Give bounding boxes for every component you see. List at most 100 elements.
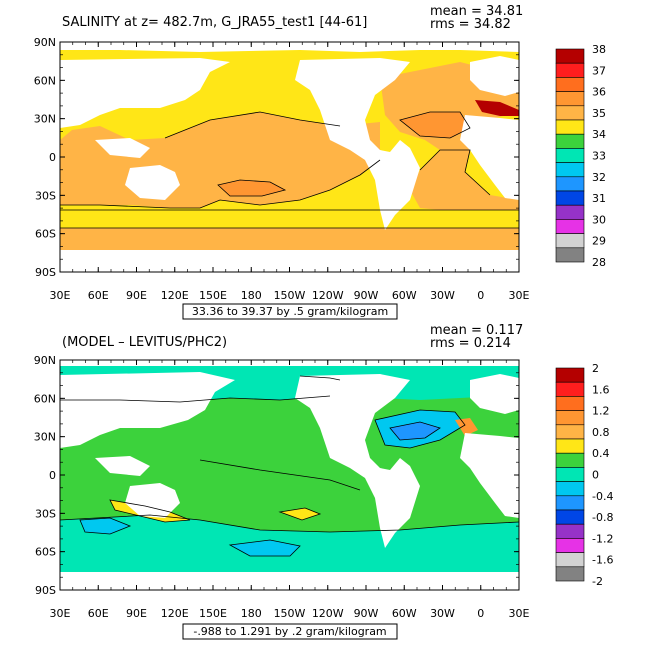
colorbar-swatch (555, 119, 585, 135)
land-africa (460, 115, 519, 200)
lon-label: 90E (126, 289, 147, 302)
panel1-title: SALINITY at z= 482.7m, G_JRA55_test1 [44… (62, 15, 367, 30)
land-maritime (95, 456, 150, 476)
colorbar-swatch (555, 148, 585, 163)
contour-line (60, 159, 381, 209)
colorbar-label: 32 (592, 171, 606, 184)
land-americas (295, 374, 420, 548)
colorbar-label: -0.8 (592, 511, 613, 524)
colorbar-swatch (555, 424, 585, 440)
lon-label: 30W (430, 607, 455, 620)
lon-label: 120W (312, 289, 344, 302)
lon-label: 30W (430, 289, 455, 302)
region-south-pacific-36 (218, 180, 285, 196)
colorbar-label: 36 (592, 86, 606, 99)
lon-label: 90W (354, 289, 379, 302)
lon-label: 150W (274, 607, 306, 620)
colorbar-swatch (555, 467, 585, 482)
land-africa (460, 433, 519, 518)
colorbar-swatch (555, 62, 585, 78)
colorbar-swatch (555, 538, 585, 553)
contour-line (60, 395, 331, 403)
colorbar-swatch (555, 452, 585, 468)
land-europe (470, 56, 519, 96)
colorbar-swatch (555, 162, 585, 178)
contour-line (389, 421, 441, 441)
colorbar-swatch (555, 509, 585, 525)
lon-label: 60W (392, 607, 417, 620)
colorbar-swatch (555, 396, 585, 411)
colorbar-swatch (555, 133, 585, 149)
panel2-range-box (182, 623, 398, 640)
lon-label: 180 (241, 289, 262, 302)
colorbar-swatch (555, 481, 585, 497)
contour-line (228, 539, 301, 557)
colorbar-swatch (555, 367, 585, 383)
panel2-range: -.988 to 1.291 by .2 gram/kilogram (193, 625, 386, 638)
panel2-mean: mean = 0.117 (430, 323, 523, 338)
lon-label: 60E (88, 607, 109, 620)
panel-difference: (MODEL – LEVITUS/PHC2) mean = 0.117 rms … (34, 323, 613, 640)
contour-line (109, 499, 191, 523)
contour-line (60, 514, 519, 533)
lon-label: 120W (312, 607, 344, 620)
colorbar-swatch (555, 176, 585, 192)
colorbar-swatch (555, 91, 585, 107)
colorbar-label: 2 (592, 362, 599, 375)
colorbar-label: -2 (592, 575, 603, 588)
lat-label: 30S (35, 189, 56, 202)
region-south-indian (80, 518, 130, 534)
panel1-axes: 90N 60N 30N 0 30S 60S 90S 30E 60E 90E 120E 150E 180 1… (34, 36, 530, 302)
lat-label: 90S (35, 584, 56, 597)
colorbar-swatch (555, 438, 585, 454)
region-south-pacific-low (230, 540, 300, 556)
panel2-colorbar: 2 1.6 1.2 0.8 0.4 0 -0.4 -0.8 -1.2 -1.6 -2 (555, 362, 613, 588)
lon-label: 150W (274, 289, 306, 302)
contours (60, 375, 519, 557)
lat-label: 60N (34, 392, 56, 405)
lon-label: 150E (199, 607, 227, 620)
lon-label: 60W (392, 289, 417, 302)
land-antarctica (60, 250, 519, 272)
contour-line (299, 375, 341, 381)
contours (60, 111, 519, 229)
colorbar-swatch (555, 381, 585, 397)
colorbar-label: 30 (592, 213, 606, 226)
panel2-rms: rms = 0.214 (430, 336, 511, 351)
colorbar-swatch (555, 233, 585, 249)
colorbar-label: 38 (592, 43, 606, 56)
colorbar-label: 0 (592, 469, 599, 482)
colorbar-label: 28 (592, 256, 606, 269)
colorbar-label: 31 (592, 192, 606, 205)
panel1-map (60, 42, 519, 272)
colorbar-label: 1.2 (592, 405, 610, 418)
contour-line (419, 149, 491, 196)
contour-line (79, 517, 132, 535)
colorbar-label: -1.2 (592, 532, 613, 545)
colorbar-label: 34 (592, 128, 606, 141)
colorbar-label: 0.4 (592, 447, 610, 460)
colorbar-label: 37 (592, 64, 606, 77)
land-australia (125, 165, 180, 200)
contour-line (399, 111, 471, 139)
lon-label: 150E (199, 289, 227, 302)
panel1-colorbar: 38 37 36 35 34 33 32 31 30 29 28 (555, 43, 606, 269)
lon-label: 120E (161, 289, 189, 302)
colorbar-label: 35 (592, 107, 606, 120)
region-gulf-stream-core (390, 422, 440, 440)
lat-label: 90N (34, 36, 56, 49)
land-europe (470, 374, 519, 414)
colorbar-swatch (555, 523, 585, 539)
colorbar-label: 33 (592, 150, 606, 163)
lat-label: 90S (35, 266, 56, 279)
lat-label: 30N (34, 113, 56, 126)
band-south-35 (60, 228, 519, 250)
panel1-rms: rms = 34.82 (430, 17, 511, 32)
region-mediterranean-38 (475, 100, 519, 116)
contour-line (374, 409, 466, 449)
lat-label: 60S (35, 228, 56, 241)
lat-label: 60S (35, 546, 56, 559)
panel1-range: 33.36 to 39.37 by .5 gram/kilogram (192, 305, 388, 318)
colorbar-swatch (555, 552, 585, 568)
